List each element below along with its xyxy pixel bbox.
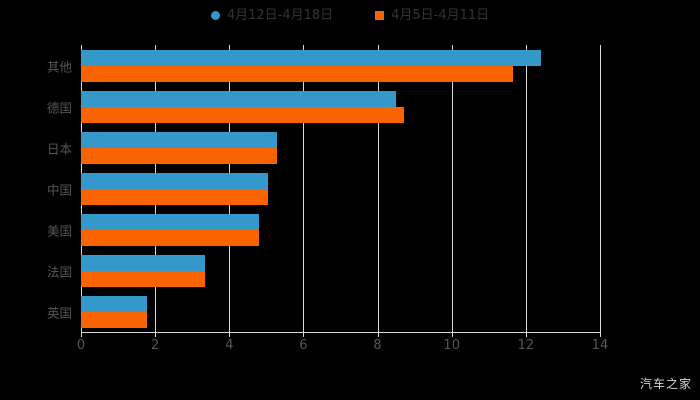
gridline bbox=[303, 45, 305, 332]
bar[interactable] bbox=[81, 188, 269, 205]
watermark: 汽车之家 bbox=[639, 377, 692, 391]
legend-item[interactable]: 4月12日-4月18日 bbox=[210, 7, 334, 23]
y-axis-tick-label: 法国 bbox=[46, 264, 72, 279]
bar[interactable] bbox=[81, 106, 404, 123]
legend-item[interactable]: 4月5日-4月11日 bbox=[375, 9, 489, 22]
x-axis-line bbox=[81, 332, 600, 333]
bar[interactable] bbox=[81, 90, 397, 107]
x-axis-tick-label: 4 bbox=[225, 338, 234, 353]
bar[interactable] bbox=[81, 270, 206, 287]
y-axis-tick-label: 其他 bbox=[46, 59, 72, 74]
y-axis-tick-label: 美国 bbox=[46, 223, 72, 238]
bar[interactable] bbox=[81, 65, 513, 82]
gridline bbox=[600, 45, 601, 332]
x-axis-tick-mark bbox=[377, 332, 379, 337]
bar[interactable] bbox=[81, 147, 278, 164]
bar[interactable] bbox=[81, 254, 206, 271]
bar[interactable] bbox=[81, 311, 147, 328]
x-axis-tick-label: 2 bbox=[151, 338, 160, 353]
x-axis-tick-label: 10 bbox=[443, 338, 460, 353]
gridline bbox=[525, 45, 527, 332]
legend-dot-icon bbox=[210, 10, 220, 20]
x-axis-tick-mark bbox=[451, 332, 453, 337]
bar[interactable] bbox=[81, 131, 278, 148]
gridline bbox=[451, 45, 453, 332]
y-axis-tick-label: 日本 bbox=[46, 141, 72, 156]
y-axis-tick-label: 中国 bbox=[46, 182, 72, 197]
x-axis-tick-label: 8 bbox=[373, 338, 382, 353]
gridline bbox=[377, 45, 379, 332]
y-axis-labels: 其他德国日本中国美国法国英国 bbox=[0, 0, 72, 400]
legend-item-label: 4月5日-4月11日 bbox=[391, 7, 490, 23]
y-axis-tick-label: 德国 bbox=[46, 100, 72, 115]
bar[interactable] bbox=[81, 49, 541, 66]
x-axis-tick-mark bbox=[303, 332, 305, 337]
legend-item-label: 4月12日-4月18日 bbox=[226, 7, 334, 23]
x-axis-tick-label: 6 bbox=[299, 338, 308, 353]
legend-square-icon bbox=[375, 10, 385, 20]
x-axis-tick-mark bbox=[155, 332, 157, 337]
x-axis-tick-mark bbox=[229, 332, 231, 337]
chart-legend: 4月12日-4月18日 4月5日-4月11日 bbox=[0, 4, 700, 26]
x-axis-tick-label: 0 bbox=[76, 338, 86, 353]
y-axis-tick-label: 英国 bbox=[46, 305, 72, 320]
x-axis-tick-mark bbox=[525, 332, 527, 337]
bar[interactable] bbox=[81, 213, 259, 230]
x-axis-tick-mark bbox=[600, 332, 601, 337]
plot-area bbox=[81, 45, 601, 332]
x-axis-tick-label: 12 bbox=[517, 338, 535, 353]
x-axis-tick-mark bbox=[81, 332, 82, 337]
bar[interactable] bbox=[81, 229, 259, 246]
bar[interactable] bbox=[81, 295, 147, 312]
x-axis-tick-label: 14 bbox=[591, 338, 609, 353]
bar[interactable] bbox=[81, 172, 269, 189]
